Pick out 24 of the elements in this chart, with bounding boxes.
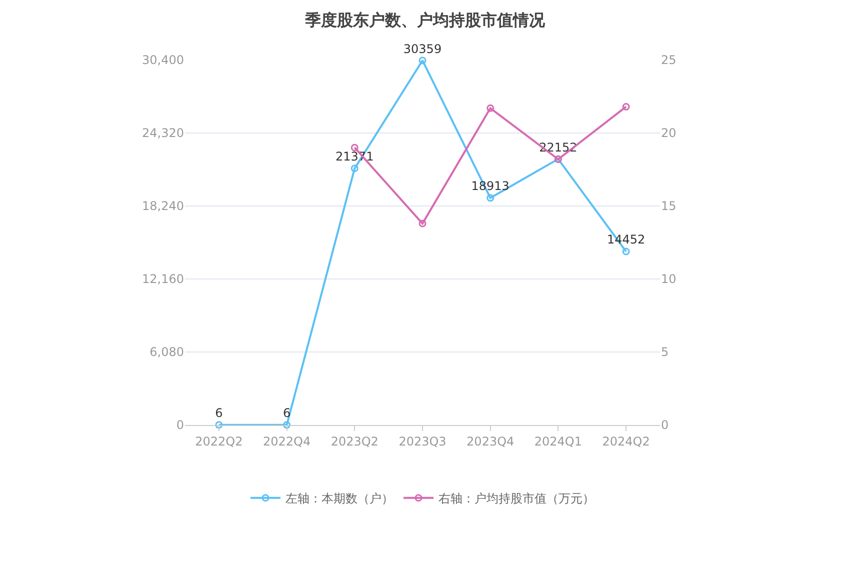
y-tick-label: 24,320 [142, 126, 184, 140]
y-tick-label: 18,240 [142, 199, 184, 214]
x-tick-label: 2024Q1 [534, 434, 582, 448]
x-tick-label: 2022Q4 [262, 434, 311, 448]
x-tick-label: 2023Q3 [398, 434, 446, 448]
chart-title: 季度股东户数、户均持股市值情况 [304, 10, 546, 30]
y2-tick-label: 0 [661, 418, 669, 432]
y-tick-label: 30,400 [142, 53, 184, 68]
y2-tick-label: 15 [661, 199, 676, 214]
x-tick-label: 2024Q2 [602, 434, 650, 448]
data-label: 6 [215, 406, 223, 420]
legend-label: 左轴：本期数（户） [286, 492, 394, 506]
y2-tick-label: 25 [661, 53, 676, 68]
data-label: 30359 [403, 42, 442, 56]
y2-tick-label: 10 [661, 272, 676, 286]
y-tick-label: 12,160 [142, 272, 184, 286]
y2-tick-label: 5 [661, 345, 669, 360]
x-tick-label: 2022Q2 [195, 434, 243, 448]
y-tick-label: 0 [176, 418, 184, 432]
y-tick-label: 6,080 [150, 345, 184, 360]
x-tick-label: 2023Q4 [466, 434, 514, 448]
y2-tick-label: 20 [661, 126, 676, 140]
legend-label: 右轴：户均持股市值（万元） [438, 492, 594, 506]
x-tick-label: 2023Q2 [330, 434, 378, 448]
